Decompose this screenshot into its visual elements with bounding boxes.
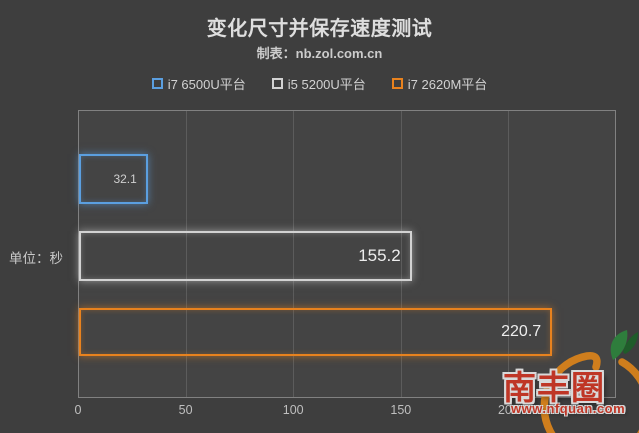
plot-area: 32.1 155.2 220.7	[78, 110, 616, 398]
watermark: 南丰圈 www.nfquan.com	[500, 325, 639, 433]
watermark-name: 南丰圈	[503, 369, 605, 406]
bar-value: 155.2	[358, 246, 401, 265]
chart-subtitle: 制表：nb.zol.com.cn	[256, 46, 383, 61]
y-axis-unit-label: 单位：秒	[9, 251, 63, 266]
leaf-icon	[610, 330, 628, 360]
legend: i7 6500U平台 i5 5200U平台 i7 2620M平台	[0, 74, 639, 93]
legend-label: i7 2620M平台	[407, 77, 488, 92]
x-tick-150: 150	[390, 403, 412, 417]
legend-item-i7-2620m: i7 2620M平台	[391, 74, 488, 93]
x-tick-100: 100	[282, 403, 304, 417]
gridline-100	[293, 111, 295, 397]
legend-label: i5 5200U平台	[287, 77, 366, 92]
leaf-small-icon	[623, 332, 638, 354]
orange-ring-icon	[540, 351, 639, 433]
x-axis: 0 50 100 150 200 250	[74, 403, 627, 419]
gridline-50	[186, 111, 188, 397]
gridline-150	[400, 111, 402, 397]
x-tick-250: 250	[605, 403, 627, 417]
orange-fruit-logo-icon	[540, 330, 639, 433]
legend-label: i7 6500U平台	[167, 77, 246, 92]
bar-value: 32.1	[113, 172, 137, 186]
legend-swatch-orange-icon	[391, 78, 403, 89]
gridline-200	[507, 111, 509, 397]
x-tick-50: 50	[178, 403, 193, 417]
bar-i5-5200u: 155.2	[79, 231, 412, 281]
chart-title: 变化尺寸并保存速度测试	[206, 18, 433, 40]
x-tick-0: 0	[74, 403, 82, 417]
bar-i7-6500u: 32.1	[79, 154, 148, 204]
bar-value: 220.7	[501, 323, 542, 340]
bar-i7-2620m: 220.7	[79, 308, 553, 356]
legend-item-i5-5200u: i5 5200U平台	[271, 74, 366, 93]
legend-swatch-blue-icon	[151, 78, 163, 89]
legend-swatch-gray-icon	[271, 78, 283, 89]
watermark-site: www.nfquan.com	[511, 401, 626, 416]
legend-item-i7-6500u: i7 6500U平台	[151, 74, 246, 93]
x-tick-200: 200	[497, 403, 519, 417]
